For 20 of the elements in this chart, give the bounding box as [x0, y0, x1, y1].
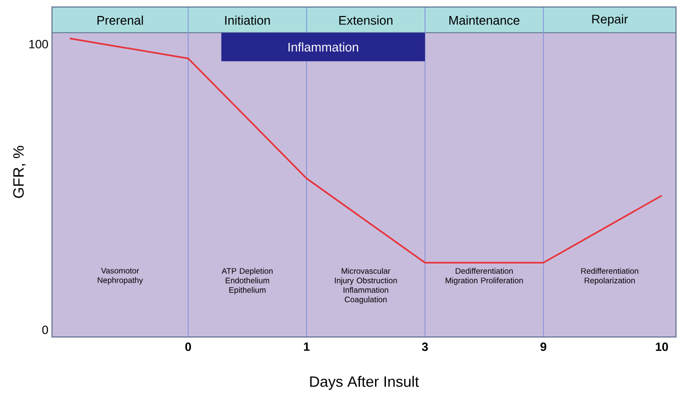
annotation: Extension: [339, 16, 392, 25]
x-tick-label: 10: [656, 342, 668, 352]
band-label: Inflammation: [288, 42, 358, 52]
annotation: Microvascular Injury Obstruction Inflammation Coagulation: [334, 268, 397, 304]
x-tick-label: 0: [185, 342, 192, 352]
annotation: Initiation: [225, 16, 270, 25]
annotation: Dedifferentiation Migration Proliferation: [446, 268, 523, 285]
x-tick-label: 1: [304, 342, 310, 351]
annotation: Maintenance: [449, 16, 520, 25]
annotation: Repair: [592, 14, 628, 26]
x-axis-title: Days After Insult: [310, 376, 419, 390]
y-axis-title: GFR, %: [13, 146, 26, 198]
annotation: Prerenal: [97, 16, 143, 25]
x-tick-label: 3: [422, 342, 428, 352]
y-tick-label: 100: [29, 40, 48, 48]
line-series: [68, 38, 663, 264]
annotation: Vasomotor Nephropathy: [98, 268, 143, 285]
annotation: Redifferentiation Repolarization: [581, 268, 638, 285]
annotation: ATP Depletion Endothelium Epithelium: [222, 268, 273, 294]
x-tick-label: 9: [540, 342, 546, 352]
